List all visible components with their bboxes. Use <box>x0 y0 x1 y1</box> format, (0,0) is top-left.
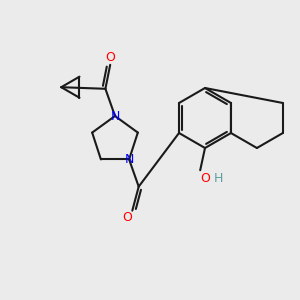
Text: H: H <box>214 172 223 185</box>
Text: O: O <box>105 51 115 64</box>
Text: N: N <box>110 110 120 122</box>
Text: O: O <box>200 172 210 185</box>
Text: N: N <box>124 153 134 166</box>
Text: O: O <box>122 211 132 224</box>
